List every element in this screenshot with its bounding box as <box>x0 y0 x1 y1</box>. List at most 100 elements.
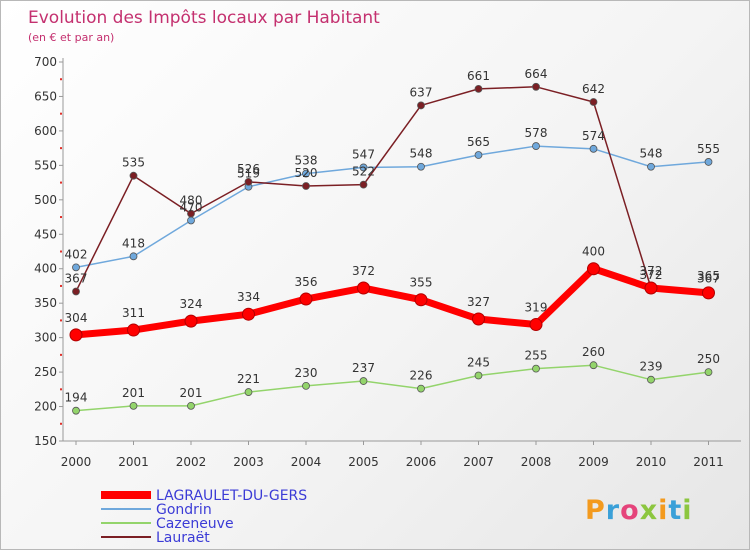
y-tick-label: 200 <box>34 400 57 414</box>
data-label: 418 <box>122 236 145 250</box>
series-lines <box>69 82 715 415</box>
y-minor-tick <box>60 284 62 287</box>
y-tick-label: 150 <box>34 434 57 448</box>
data-label: 355 <box>410 276 433 290</box>
y-minor-tick <box>60 181 62 184</box>
data-point <box>532 142 540 150</box>
x-tick-label: 2008 <box>521 455 552 469</box>
x-tick-label: 2009 <box>578 455 609 469</box>
x-tick-label: 2003 <box>233 455 264 469</box>
data-point <box>587 262 600 276</box>
data-label: 372 <box>640 264 663 278</box>
data-label: 538 <box>295 154 318 168</box>
y-minor-tick <box>60 388 62 391</box>
data-point <box>359 180 368 189</box>
data-point <box>184 314 198 328</box>
data-point <box>299 292 313 306</box>
x-tick-label: 2007 <box>463 455 494 469</box>
data-point <box>72 287 80 296</box>
y-minor-tick <box>60 250 62 253</box>
data-label: 548 <box>410 147 433 161</box>
data-label: 237 <box>352 361 375 375</box>
data-point <box>302 182 310 190</box>
data-point <box>532 364 540 373</box>
data-label: 535 <box>122 156 145 170</box>
data-label: 520 <box>295 166 318 180</box>
y-tick-label: 300 <box>34 331 57 345</box>
data-label: 365 <box>697 269 720 283</box>
data-label: 470 <box>180 200 203 214</box>
chart-title: Evolution des Impôts locaux par Habitant <box>28 8 380 28</box>
data-label: 226 <box>410 369 433 383</box>
data-point <box>187 209 195 218</box>
data-point <box>242 307 255 321</box>
y-minor-tick <box>60 319 62 322</box>
data-label: 402 <box>65 247 88 261</box>
data-point <box>417 162 425 171</box>
y-minor-tick <box>60 353 62 356</box>
data-point <box>417 101 425 110</box>
y-tick-label: 400 <box>34 262 57 276</box>
x-tick-label: 2010 <box>636 455 667 469</box>
y-minor-tick <box>60 422 62 425</box>
data-point <box>129 401 138 410</box>
data-point <box>129 171 138 180</box>
y-tick-label: 250 <box>34 365 57 379</box>
data-point <box>302 169 310 178</box>
series-3 <box>72 82 713 296</box>
data-point <box>127 323 140 337</box>
data-label: 356 <box>295 275 318 289</box>
data-label: 194 <box>65 391 88 405</box>
x-tick-label: 2011 <box>693 455 724 469</box>
y-minor-tick <box>60 112 62 115</box>
data-label: 324 <box>180 297 203 311</box>
y-tick-label: 500 <box>34 193 57 207</box>
data-label: 319 <box>525 301 548 315</box>
data-point <box>532 82 540 91</box>
data-point <box>359 163 368 172</box>
data-point <box>359 377 368 385</box>
data-point <box>417 384 425 393</box>
data-point <box>474 151 483 159</box>
y-tick-label: 600 <box>34 124 57 138</box>
data-label: 230 <box>295 366 318 380</box>
axes: 150 200 250 300 350 400 450 500 550 600 650 700 2000… <box>34 55 741 469</box>
series-1 <box>72 142 713 272</box>
y-minor-tick <box>60 78 62 81</box>
data-point <box>589 361 598 370</box>
data-label: 661 <box>467 69 490 83</box>
y-minor-tick <box>60 147 62 150</box>
data-point <box>414 293 428 307</box>
data-point <box>69 328 83 342</box>
data-label: 221 <box>237 372 260 386</box>
series-line <box>75 364 709 412</box>
x-tick-label: 2000 <box>61 455 92 469</box>
data-label: 367 <box>697 271 720 285</box>
data-point <box>187 401 195 410</box>
data-label: 255 <box>525 349 548 363</box>
y-tick-label: 550 <box>34 158 57 172</box>
data-point <box>129 252 138 261</box>
data-label: 565 <box>467 135 490 149</box>
legend-item: Lauraët <box>101 530 210 546</box>
data-point <box>302 381 310 390</box>
data-point <box>357 281 370 295</box>
data-label: 327 <box>467 295 490 309</box>
data-label: 201 <box>122 386 145 400</box>
data-label: 574 <box>582 129 605 143</box>
y-tick-label: 700 <box>34 55 57 69</box>
data-point <box>474 84 483 93</box>
data-label: 334 <box>237 290 260 304</box>
data-label: 239 <box>640 360 663 374</box>
legend-label: Cazeneuve <box>156 516 234 532</box>
data-label: 522 <box>352 165 375 179</box>
data-point <box>644 281 658 295</box>
y-tick-label: 450 <box>34 227 57 241</box>
proxiti-logo: Proxiti <box>585 495 692 526</box>
x-tick-label: 2004 <box>291 455 322 469</box>
data-label: 664 <box>525 67 548 81</box>
data-label: 400 <box>582 245 605 259</box>
data-point <box>187 216 195 225</box>
